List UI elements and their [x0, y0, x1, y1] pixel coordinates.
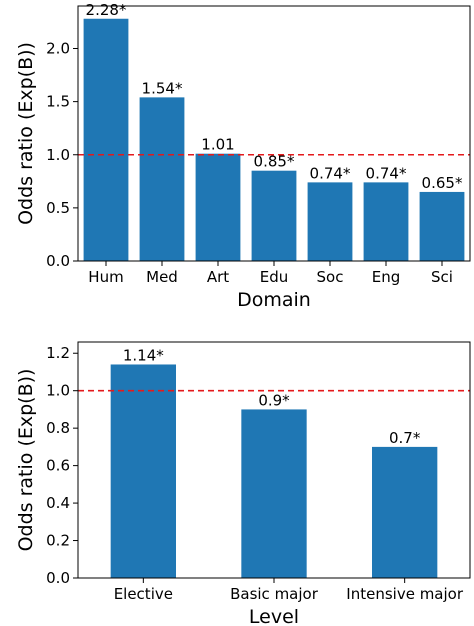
x-axis: Elective Basic major Intensive major: [114, 578, 464, 603]
y-tick-label: 1.0: [46, 146, 70, 164]
x-tick-label: Med: [146, 268, 178, 286]
bar-value-label: 0.7*: [389, 429, 421, 447]
bar-edu: [251, 170, 297, 261]
x-axis-title: Level: [249, 606, 299, 626]
bar-med: [139, 97, 185, 261]
x-tick-label: Art: [207, 268, 229, 286]
y-axis: 0.0 0.2 0.4 0.6 0.8 1.0 1.2: [46, 344, 78, 587]
x-tick-label: Elective: [114, 585, 173, 603]
y-tick-label: 1.0: [46, 382, 70, 400]
bar-value-label: 0.9*: [258, 391, 290, 409]
bar-value-label: 1.14*: [123, 346, 164, 364]
bars: [83, 18, 465, 261]
x-tick-label: Edu: [260, 268, 289, 286]
bar-soc: [307, 182, 353, 261]
bar-sci: [419, 191, 465, 261]
y-tick-label: 0.4: [46, 494, 70, 512]
bar-value-label: 1.01: [201, 136, 234, 154]
bar-labels: 2.28* 1.54* 1.01 0.85* 0.74* 0.74* 0.65*: [86, 1, 463, 192]
y-tick-label: 0.8: [46, 419, 70, 437]
y-tick-label: 0.5: [46, 199, 70, 217]
y-tick-label: 1.5: [46, 93, 70, 111]
bar-basic-major: [241, 409, 307, 578]
bar-value-label: 1.54*: [142, 79, 183, 97]
bar-labels: 1.14* 0.9* 0.7*: [123, 346, 421, 446]
x-tick-label: Basic major: [230, 585, 319, 603]
y-tick-label: 0.0: [46, 252, 70, 270]
bars: [110, 364, 438, 578]
bar-value-label: 0.74*: [366, 164, 407, 182]
bar-eng: [363, 182, 409, 261]
bar-intensive-major: [372, 446, 438, 578]
x-tick-label: Sci: [431, 268, 453, 286]
bar-value-label: 0.74*: [310, 164, 351, 182]
y-tick-label: 2.0: [46, 40, 70, 58]
bar-elective: [110, 364, 176, 578]
y-tick-label: 0.0: [46, 569, 70, 587]
bar-value-label: 0.85*: [254, 153, 295, 171]
y-axis-title: Odds ratio (Exp(B)): [15, 369, 37, 552]
y-axis-title: Odds ratio (Exp(B)): [15, 42, 37, 225]
level-chart: 1.14* 0.9* 0.7* 0.0 0.2 0.4 0.6 0.8 1.0 1.2 Elec…: [15, 341, 471, 626]
bar-art: [195, 153, 241, 261]
y-tick-label: 0.6: [46, 457, 70, 475]
domain-chart: 2.28*1.54*1.010.85*0.74* 0.74*0.65* 0.00.…: [15, 1, 471, 311]
x-axis: Hum Med Art Edu Soc Eng Sci: [88, 261, 453, 286]
bar-value-label: 2.28*: [86, 1, 127, 19]
y-axis: 0.0 0.5 1.0 1.5 2.0: [46, 40, 78, 270]
x-tick-label: Intensive major: [346, 585, 464, 603]
y-tick-label: 0.2: [46, 532, 70, 550]
x-tick-label: Soc: [317, 268, 344, 286]
x-axis-title: Domain: [237, 289, 311, 311]
bar-hum: [83, 18, 129, 261]
y-tick-label: 1.2: [46, 344, 70, 362]
x-tick-label: Eng: [372, 268, 401, 286]
bar-value-label: 0.65*: [422, 174, 463, 192]
x-tick-label: Hum: [88, 268, 123, 286]
